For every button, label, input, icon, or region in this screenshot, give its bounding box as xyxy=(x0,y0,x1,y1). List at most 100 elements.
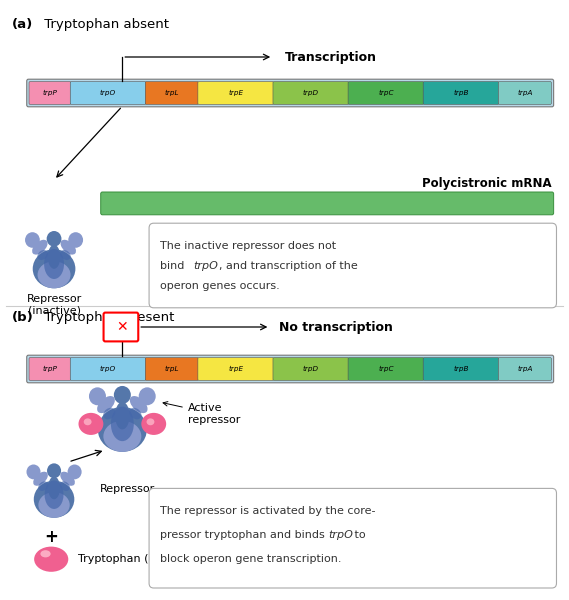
Text: trpA: trpA xyxy=(517,90,533,96)
Ellipse shape xyxy=(33,472,48,486)
Text: Tryptophan (corepressor): Tryptophan (corepressor) xyxy=(78,554,218,564)
FancyBboxPatch shape xyxy=(70,82,146,104)
FancyBboxPatch shape xyxy=(27,79,554,107)
FancyBboxPatch shape xyxy=(198,82,274,104)
FancyBboxPatch shape xyxy=(29,358,71,380)
Circle shape xyxy=(139,388,156,405)
Text: bind: bind xyxy=(160,261,188,271)
Ellipse shape xyxy=(32,250,75,289)
FancyBboxPatch shape xyxy=(101,192,554,215)
FancyBboxPatch shape xyxy=(348,358,424,380)
Text: Repressor: Repressor xyxy=(100,484,155,494)
Ellipse shape xyxy=(38,481,48,491)
Ellipse shape xyxy=(32,240,48,254)
FancyBboxPatch shape xyxy=(423,358,499,380)
Circle shape xyxy=(47,463,61,478)
FancyBboxPatch shape xyxy=(273,82,349,104)
Ellipse shape xyxy=(130,396,147,413)
Ellipse shape xyxy=(44,249,64,279)
Circle shape xyxy=(68,464,81,479)
Text: block operon gene transcription.: block operon gene transcription. xyxy=(160,554,342,565)
Ellipse shape xyxy=(115,402,130,430)
FancyBboxPatch shape xyxy=(273,358,349,380)
Ellipse shape xyxy=(97,396,115,413)
Text: trpP: trpP xyxy=(43,366,57,372)
FancyBboxPatch shape xyxy=(29,82,71,104)
Ellipse shape xyxy=(129,408,142,419)
Text: trpC: trpC xyxy=(378,366,394,372)
Text: trpO: trpO xyxy=(193,261,218,271)
Text: +: + xyxy=(44,528,58,546)
FancyBboxPatch shape xyxy=(149,488,556,588)
Ellipse shape xyxy=(60,250,71,260)
Text: ✕: ✕ xyxy=(117,320,128,334)
Text: trpE: trpE xyxy=(228,366,244,372)
Ellipse shape xyxy=(34,547,68,572)
Ellipse shape xyxy=(60,240,76,254)
Text: trpE: trpE xyxy=(228,90,244,96)
Text: Transcription: Transcription xyxy=(284,50,377,64)
FancyBboxPatch shape xyxy=(149,223,556,308)
Text: Tryptophan present: Tryptophan present xyxy=(40,311,174,324)
Text: The inactive repressor does not: The inactive repressor does not xyxy=(160,241,337,251)
Text: pressor tryptophan and binds: pressor tryptophan and binds xyxy=(160,530,329,541)
Circle shape xyxy=(114,386,131,404)
Text: Polycistronic mRNA: Polycistronic mRNA xyxy=(422,177,552,190)
Text: (b): (b) xyxy=(11,311,33,324)
Ellipse shape xyxy=(104,421,141,452)
Text: Active
repressor: Active repressor xyxy=(163,401,240,425)
FancyBboxPatch shape xyxy=(498,82,551,104)
Ellipse shape xyxy=(40,550,51,557)
Text: Tryptophan absent: Tryptophan absent xyxy=(40,18,169,31)
Text: trpB: trpB xyxy=(453,90,469,96)
FancyBboxPatch shape xyxy=(104,313,138,341)
Text: operon genes occurs.: operon genes occurs. xyxy=(160,281,280,291)
Text: to: to xyxy=(351,530,366,541)
Text: trpP: trpP xyxy=(43,90,57,96)
Ellipse shape xyxy=(38,250,48,260)
FancyBboxPatch shape xyxy=(423,82,499,104)
FancyBboxPatch shape xyxy=(145,82,199,104)
Ellipse shape xyxy=(79,413,104,435)
Ellipse shape xyxy=(34,481,75,518)
FancyBboxPatch shape xyxy=(70,358,146,380)
Text: trpD: trpD xyxy=(303,90,319,96)
Text: The repressor is activated by the core-: The repressor is activated by the core- xyxy=(160,506,376,517)
FancyBboxPatch shape xyxy=(348,82,424,104)
Ellipse shape xyxy=(44,481,64,509)
Text: Repressor
(inactive): Repressor (inactive) xyxy=(26,294,82,316)
Text: , and transcription of the: , and transcription of the xyxy=(219,261,358,271)
Ellipse shape xyxy=(38,262,71,289)
Circle shape xyxy=(25,232,40,248)
Ellipse shape xyxy=(38,492,70,518)
Ellipse shape xyxy=(111,407,134,441)
Ellipse shape xyxy=(84,418,92,425)
Text: trpA: trpA xyxy=(517,366,533,372)
FancyBboxPatch shape xyxy=(498,358,551,380)
Text: trpB: trpB xyxy=(453,366,469,372)
Text: No transcription: No transcription xyxy=(279,320,393,334)
Ellipse shape xyxy=(141,413,166,435)
Text: trpO: trpO xyxy=(100,90,116,96)
Ellipse shape xyxy=(48,476,60,499)
FancyBboxPatch shape xyxy=(145,358,199,380)
FancyBboxPatch shape xyxy=(198,358,274,380)
Ellipse shape xyxy=(60,472,75,486)
Text: trpC: trpC xyxy=(378,90,394,96)
Circle shape xyxy=(68,232,83,248)
Ellipse shape xyxy=(147,418,154,425)
Text: trpO: trpO xyxy=(328,530,353,541)
FancyBboxPatch shape xyxy=(27,355,554,383)
Text: trpL: trpL xyxy=(164,90,179,96)
Ellipse shape xyxy=(98,407,147,452)
Text: (a): (a) xyxy=(11,18,32,31)
Circle shape xyxy=(27,464,40,479)
Ellipse shape xyxy=(48,245,60,269)
Text: trpD: trpD xyxy=(303,366,319,372)
Text: trpO: trpO xyxy=(100,366,116,372)
Circle shape xyxy=(89,388,106,405)
Circle shape xyxy=(47,231,61,247)
Text: trpL: trpL xyxy=(164,366,179,372)
Ellipse shape xyxy=(103,408,116,419)
Ellipse shape xyxy=(60,481,70,491)
